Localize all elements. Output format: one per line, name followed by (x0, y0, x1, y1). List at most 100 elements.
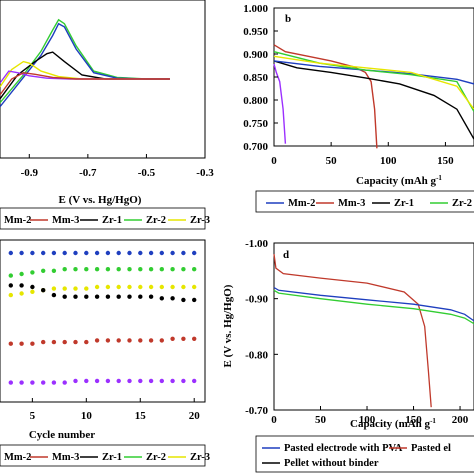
cycle-point (41, 339, 46, 345)
legend-entry: Mm-2 (288, 198, 315, 209)
cycle-point (127, 294, 132, 299)
cycle-point (19, 380, 24, 385)
cycle-point (192, 267, 197, 272)
cycle-point (62, 286, 67, 291)
legend-entry: Zr-3 (190, 215, 210, 226)
cycle-point (30, 289, 35, 294)
cycle-point (51, 268, 57, 273)
y-tick-label: -0.70 (245, 405, 268, 417)
cycle-point (94, 267, 100, 272)
panel-d-legend-box (255, 435, 474, 473)
cycle-point (51, 250, 57, 256)
y-tick-label: 0.750 (243, 118, 268, 130)
cycle-point (51, 292, 57, 298)
x-tick-label: 50 (315, 414, 327, 426)
cycle-point (127, 267, 132, 272)
cycle-point (30, 250, 35, 256)
legend-entry: Zr-1 (102, 215, 122, 226)
panel-d-ylabel: E (V vs. Hg/HgO) (222, 284, 234, 367)
cycle-point (181, 267, 186, 272)
x-tick-label: 100 (359, 414, 376, 426)
y-tick-label: 0.950 (243, 26, 268, 38)
cycle-point (84, 339, 89, 345)
cycle-point (159, 267, 164, 272)
cycle-point (116, 338, 121, 343)
cycle-point (62, 339, 67, 345)
cycle-point (170, 284, 175, 290)
cycle-point (30, 380, 35, 385)
cycle-point (116, 378, 121, 384)
panel-a-xlabel: E (V vs. Hg/HgO) (59, 194, 142, 206)
cv-curve (0, 22, 170, 108)
panel-b: b 1.000 0.950 0.900 0.850 0.800 0.750 0.700 0 5… (243, 3, 474, 213)
panel-c-xlabel: Cycle number (29, 429, 95, 441)
cycle-point (41, 380, 46, 385)
cycle-point (84, 250, 89, 256)
y-tick-label: -0.80 (245, 349, 268, 361)
cycle-point (73, 286, 78, 291)
cycle-point (105, 284, 111, 290)
cycle-point (19, 341, 24, 346)
legend-entry: Pasted electrode with PVA (284, 443, 403, 454)
panel-a-frame (0, 0, 206, 159)
cycle-point (94, 294, 100, 299)
cycle-point (159, 284, 164, 290)
x-tick-label: -0.9 (21, 167, 39, 179)
x-tick-label: 20 (189, 410, 201, 422)
cycle-point (30, 341, 35, 346)
cycle-point (73, 339, 78, 345)
discharge-curve (273, 44, 378, 149)
cycle-point (138, 378, 143, 384)
cycle-point (51, 286, 57, 291)
cycle-point (116, 250, 121, 256)
cycle-point (94, 250, 100, 256)
cycle-point (138, 267, 143, 272)
cycle-point (41, 268, 46, 273)
panel-a-legend-box (0, 207, 206, 230)
discharge-curve (273, 289, 474, 325)
cycle-point (19, 291, 24, 296)
cycle-point (94, 378, 100, 384)
legend-entry: Pellet without binder (284, 458, 379, 469)
discharge-curve (273, 60, 474, 85)
cycle-point (192, 378, 197, 384)
cycle-point (105, 294, 111, 299)
cycle-point (19, 271, 24, 277)
cycle-point (127, 378, 132, 384)
cycle-point (170, 378, 175, 384)
cv-curve (0, 71, 170, 96)
cycle-point (84, 294, 89, 299)
cycle-point (159, 338, 164, 343)
discharge-curve (273, 286, 474, 322)
cycle-point (8, 292, 13, 298)
cycle-point (105, 250, 111, 256)
cycle-point (30, 270, 35, 275)
discharge-curve (273, 60, 474, 140)
cycle-point (116, 284, 121, 290)
y-tick-label: -1.00 (245, 238, 268, 250)
discharge-curve (273, 63, 287, 144)
cycle-point (94, 284, 100, 290)
cycle-point (127, 338, 132, 343)
cycle-point (73, 250, 78, 256)
cycle-point (148, 284, 154, 290)
cycle-point (148, 267, 154, 272)
cycle-point (105, 378, 111, 384)
legend-entry: Zr-2 (146, 452, 166, 463)
x-tick-label: -0.7 (79, 167, 97, 179)
y-tick-label: 0.700 (243, 141, 268, 153)
legend-entry: Mm-3 (338, 198, 365, 209)
x-tick-label: 150 (437, 155, 454, 167)
x-tick-label: 50 (326, 155, 338, 167)
cycle-point (8, 273, 13, 278)
cycle-point (73, 294, 78, 299)
cycle-point (148, 294, 154, 299)
cycle-point (62, 267, 67, 272)
legend-entry: Zr-1 (394, 198, 414, 209)
cycle-point (73, 378, 78, 384)
panel-d: d -1.00 -0.90 -0.80 -0.70 0 50 100 150 200 E (V… (222, 238, 474, 473)
panel-d-label: d (283, 249, 289, 261)
cycle-point (159, 378, 164, 384)
cycle-point (159, 296, 164, 301)
